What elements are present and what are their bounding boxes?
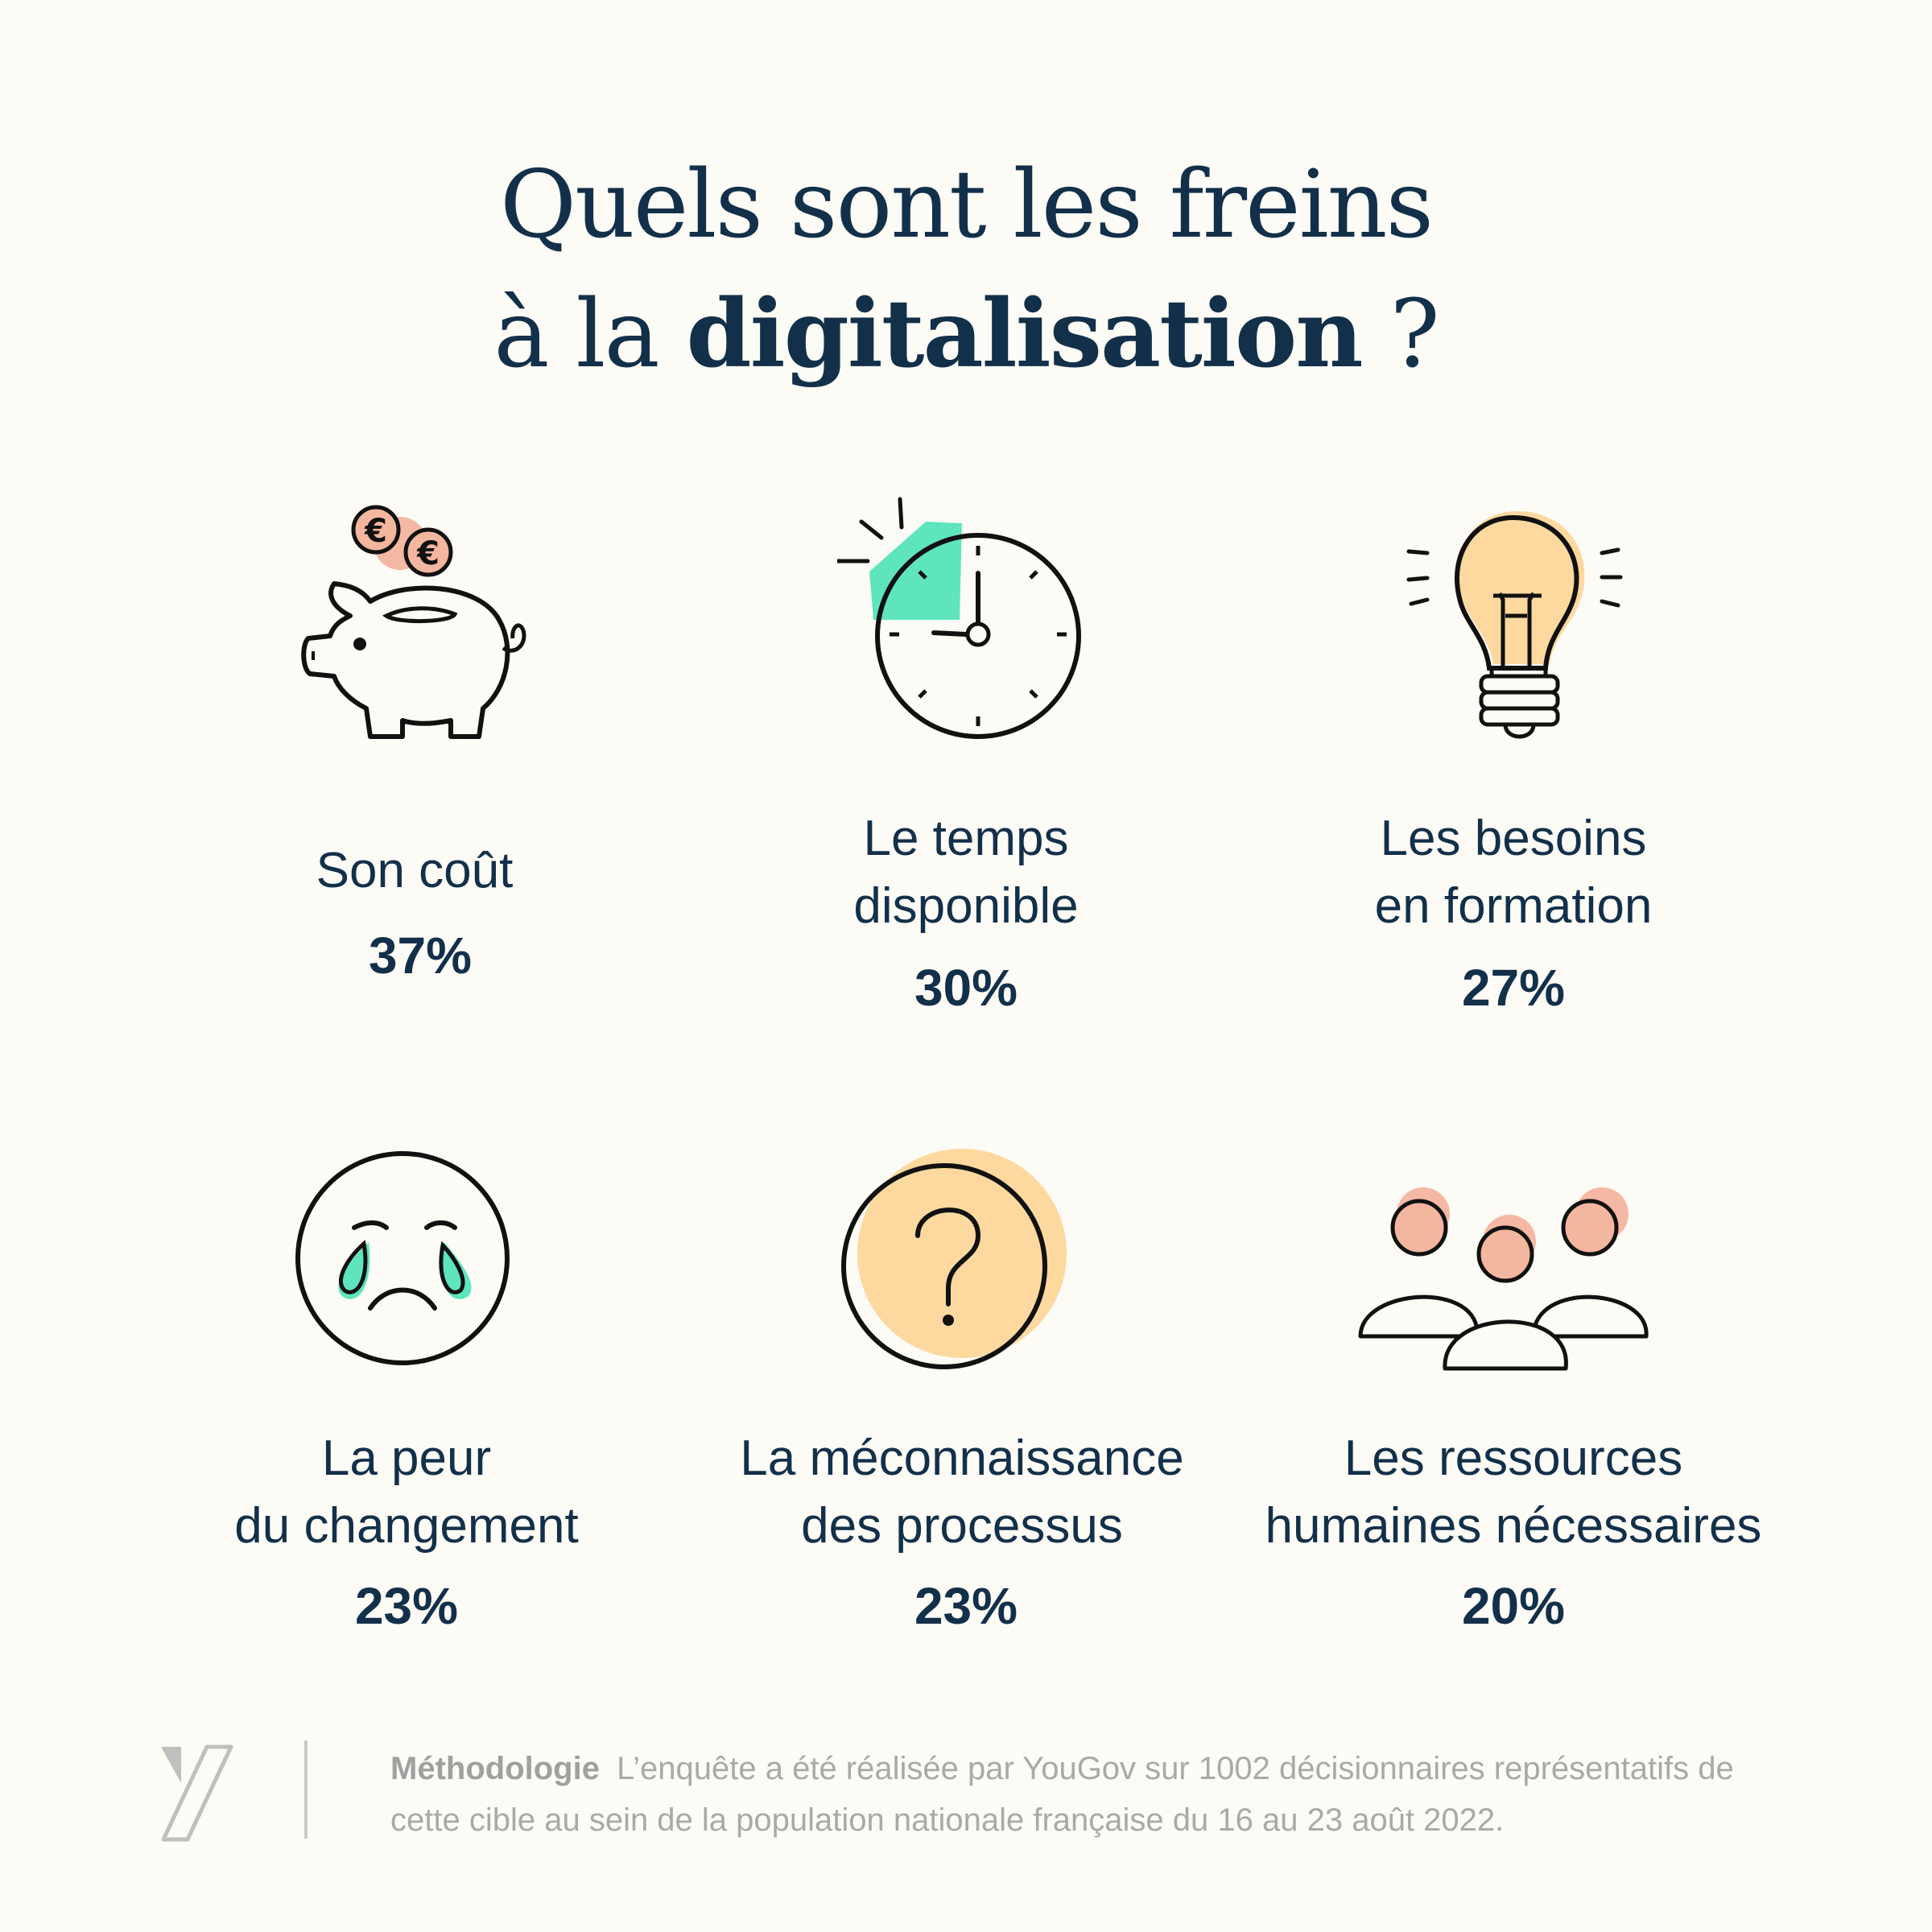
title-line-2-prefix: à la	[493, 280, 687, 389]
item-label-line-1: La méconnaissance	[740, 1430, 1184, 1486]
item-label-line-1: Les besoins	[1380, 811, 1647, 866]
methodology-note: Méthodologie L’enquête a été réalisée pa…	[390, 1743, 1759, 1846]
people-group-icon	[1352, 1183, 1658, 1381]
item-percentage: 23%	[914, 1577, 1018, 1635]
page-title: Quels sont les freins à la digitalisatio…	[0, 141, 1932, 399]
item-label-line-1: Le temps	[863, 811, 1069, 866]
svg-text:€: €	[416, 535, 440, 572]
footer-divider	[304, 1740, 308, 1839]
methodology-text: L’enquête a été réalisée par YouGov sur …	[390, 1751, 1734, 1838]
item-label-line-1: La peur	[321, 1430, 492, 1486]
item-label-line-2: des processus	[801, 1498, 1123, 1554]
item-label: Les besoins en formation	[1208, 805, 1819, 940]
item-label-line-2: humaines nécessaires	[1265, 1498, 1762, 1554]
item-percentage: 37%	[368, 927, 473, 985]
item-label: Le temps disponible	[660, 805, 1272, 940]
item-percentage: 23%	[354, 1577, 459, 1635]
item-label: Les ressources humaines nécessaires	[1208, 1425, 1819, 1560]
title-line-2-suffix: ?	[1361, 280, 1439, 389]
piggy-bank-icon: € €	[286, 495, 543, 765]
title-line-2: à la digitalisation ?	[0, 270, 1932, 399]
item-label-line-2: disponible	[853, 878, 1079, 934]
item-percentage: 20%	[1461, 1577, 1566, 1635]
item-label-line-1: Son coût	[316, 843, 514, 898]
question-mark-icon	[837, 1147, 1079, 1385]
title-line-1: Quels sont les freins	[499, 151, 1434, 259]
light-bulb-icon	[1405, 503, 1630, 749]
crying-face-icon	[290, 1147, 515, 1377]
item-label: La méconnaissance des processus	[656, 1425, 1268, 1560]
item-percentage: 30%	[914, 959, 1018, 1017]
methodology-label: Méthodologie	[390, 1751, 600, 1786]
svg-text:€: €	[364, 513, 387, 550]
item-label: La peur du changement	[101, 1425, 712, 1560]
item-percentage: 27%	[1461, 959, 1566, 1017]
item-label-line-1: Les ressources	[1344, 1430, 1683, 1486]
item-label-line-2: en formation	[1374, 878, 1653, 934]
item-label: Son coût	[109, 837, 720, 905]
item-label-line-2: du changement	[234, 1498, 579, 1554]
title-keyword: digitalisation	[686, 279, 1364, 389]
clock-icon	[835, 491, 1087, 753]
brand-logo	[157, 1743, 237, 1847]
